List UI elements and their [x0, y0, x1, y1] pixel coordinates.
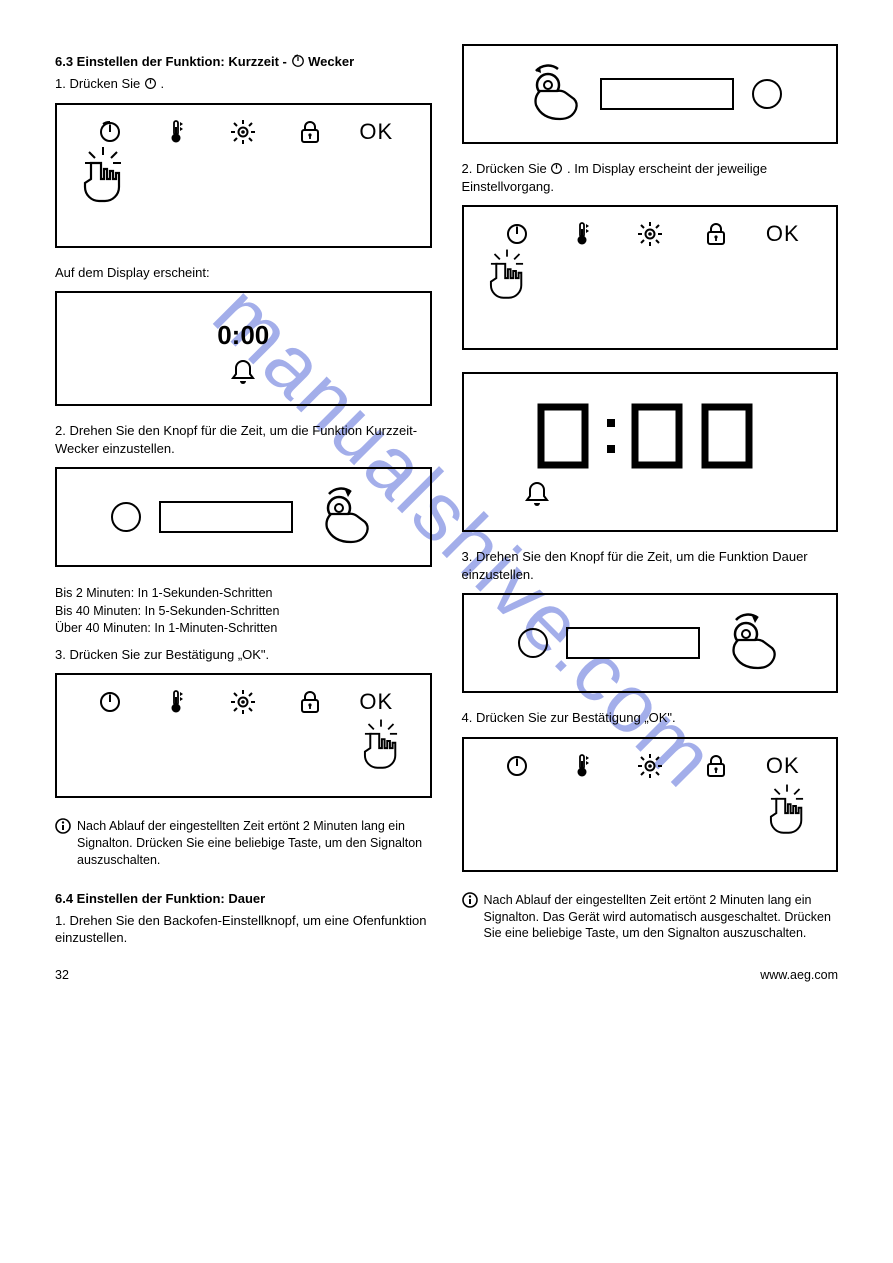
thermometer-icon	[144, 119, 211, 145]
display-slot	[600, 78, 734, 110]
section-heading-6-4: 6.4 Einstellen der Funktion: Dauer	[55, 891, 432, 906]
clock-icon	[484, 222, 551, 246]
step-3-text: 3. Drücken Sie zur Bestätigung „OK".	[55, 646, 432, 664]
bell-icon	[228, 357, 258, 390]
panel-right-2: OK	[462, 205, 839, 350]
time-display: 0:00	[217, 320, 269, 351]
display-caption: Auf dem Display erscheint:	[55, 264, 432, 282]
heading-prefix: 6.3 Einstellen der Funktion: Kurzzeit -	[55, 54, 287, 69]
knob-left-icon	[518, 628, 548, 658]
panel-left-3	[55, 467, 432, 567]
ok-label: OK	[750, 221, 817, 247]
clock-icon	[144, 76, 161, 91]
press-hand-icon	[478, 249, 823, 312]
panel-left-4: OK	[55, 673, 432, 798]
info-note: Nach Ablauf der eingestellten Zeit ertön…	[55, 818, 432, 869]
bell-icon	[482, 479, 819, 512]
heading2-step: 1. Drehen Sie den Backofen-Einstellknopf…	[55, 912, 432, 947]
panel-left-2: 0:00	[55, 291, 432, 406]
light-icon	[617, 753, 684, 779]
timer-choice-3: Über 40 Minuten: In 1-Minuten-Schritten	[55, 620, 432, 638]
thermometer-icon	[144, 689, 211, 715]
ok-label: OK	[750, 753, 817, 779]
ok-label: OK	[343, 119, 410, 145]
step1-prefix: 1. Drücken Sie	[55, 76, 144, 91]
knob-right-icon	[752, 79, 782, 109]
step1-suffix: .	[161, 76, 165, 91]
section-heading-6-3: 6.3 Einstellen der Funktion: Kurzzeit - …	[55, 54, 432, 69]
panel-right-5: OK	[462, 737, 839, 872]
left-column: 6.3 Einstellen der Funktion: Kurzzeit - …	[55, 40, 432, 950]
icon-row: OK	[71, 115, 416, 149]
step2-prefix: 2. Drücken Sie	[462, 161, 551, 176]
timer-choice-2: Bis 40 Minuten: In 5-Sekunden-Schritten	[55, 603, 432, 621]
step-4-right: 4. Drücken Sie zur Bestätigung „OK".	[462, 709, 839, 727]
seven-segment-display-icon	[535, 401, 765, 471]
page-number-right: www.aeg.com	[760, 968, 838, 982]
info-icon	[462, 892, 478, 911]
lock-icon	[277, 120, 344, 144]
clock-icon	[291, 54, 309, 69]
step-2-text: 2. Drehen Sie den Knopf für die Zeit, um…	[55, 422, 432, 457]
info-note-right: Nach Ablauf der eingestellten Zeit ertön…	[462, 892, 839, 943]
panel-right-4	[462, 593, 839, 693]
heading-suffix: Wecker	[308, 54, 354, 69]
press-hand-icon	[478, 783, 823, 845]
turn-knob-hand-icon	[718, 610, 782, 677]
thermometer-icon	[550, 753, 617, 779]
press-hand-icon	[71, 719, 416, 779]
step-2-right: 2. Drücken Sie . Im Display erscheint de…	[462, 160, 839, 195]
knob-left-icon	[111, 502, 141, 532]
panel-left-1: OK	[55, 103, 432, 248]
clock-icon	[484, 754, 551, 778]
thermometer-icon	[550, 221, 617, 247]
clock-icon	[77, 690, 144, 714]
display-slot	[159, 501, 293, 533]
lock-icon	[683, 222, 750, 246]
clock-icon	[550, 161, 563, 176]
info-icon	[55, 818, 71, 837]
step-1-text: 1. Drücken Sie .	[55, 75, 432, 93]
lock-icon	[277, 690, 344, 714]
page-number-left: 32	[55, 968, 69, 982]
turn-knob-hand-icon	[311, 484, 375, 551]
turn-knob-hand-icon	[518, 61, 582, 128]
clock-icon	[77, 120, 144, 144]
right-column: 2. Drücken Sie . Im Display erscheint de…	[462, 40, 839, 950]
panel-right-3	[462, 372, 839, 532]
press-hand-icon	[71, 147, 416, 216]
step-3-right: 3. Drehen Sie den Knopf für die Zeit, um…	[462, 548, 839, 583]
light-icon	[210, 119, 277, 145]
icon-row: OK	[71, 685, 416, 719]
timer-increment-list: Bis 2 Minuten: In 1-Sekunden-Schritten B…	[55, 585, 432, 638]
light-icon	[210, 689, 277, 715]
display-slot	[566, 627, 700, 659]
lock-icon	[683, 754, 750, 778]
light-icon	[617, 221, 684, 247]
ok-label: OK	[343, 689, 410, 715]
panel-right-1	[462, 44, 839, 144]
timer-choice-1: Bis 2 Minuten: In 1-Sekunden-Schritten	[55, 585, 432, 603]
